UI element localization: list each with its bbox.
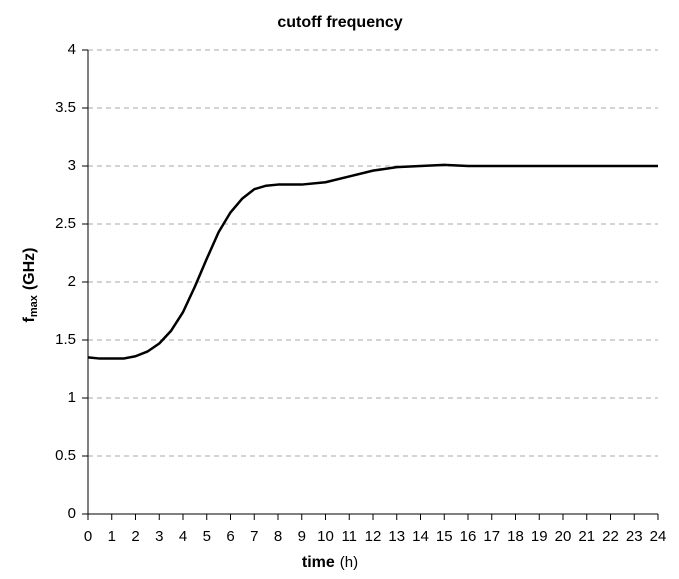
- x-tick-label: 16: [460, 528, 477, 545]
- y-tick-label: 3: [68, 157, 76, 174]
- x-tick-label: 11: [341, 528, 357, 545]
- x-tick-label: 1: [108, 528, 116, 545]
- x-label-unit: (h): [340, 554, 358, 571]
- y-label-unit: (GHz): [21, 247, 38, 290]
- y-tick-label: 3.5: [55, 99, 76, 116]
- x-tick-label: 10: [317, 528, 334, 545]
- y-tick-label: 1: [68, 389, 76, 406]
- x-tick-label: 13: [388, 528, 405, 545]
- x-tick-label: 22: [602, 528, 619, 545]
- line: [87, 163, 658, 360]
- x-tick-label: 23: [626, 528, 643, 545]
- x-tick-label: 14: [412, 528, 429, 545]
- chart-title: cutoff frequency: [277, 14, 402, 31]
- y-tick-label: 2: [68, 273, 76, 290]
- x-tick-label: 15: [436, 528, 453, 545]
- y-tick-label: 2.5: [55, 215, 76, 232]
- x-tick-label: 24: [650, 528, 667, 545]
- x-tick-label: 3: [155, 528, 163, 545]
- x-tick-label: 2: [131, 528, 139, 545]
- x-tick-label: 20: [555, 528, 572, 545]
- y-label-sub: max: [28, 294, 40, 317]
- y-tick-label: 1.5: [55, 331, 76, 348]
- x-tick-label: 5: [203, 528, 211, 545]
- x-tick-label: 12: [365, 528, 382, 545]
- x-tick-label: 18: [507, 528, 524, 545]
- x-tick-label: 4: [179, 528, 187, 545]
- y-tick-label: 0: [68, 505, 76, 522]
- x-axis-label: time (h): [302, 554, 358, 571]
- y-tick-label: 4: [68, 41, 76, 58]
- x-tick-label: 19: [531, 528, 548, 545]
- x-tick-label: 0: [84, 528, 92, 545]
- x-tick-label: 7: [250, 528, 258, 545]
- x-tick-label: 17: [483, 528, 500, 545]
- x-tick-label: 9: [298, 528, 306, 545]
- x-label-main: time: [302, 554, 335, 571]
- x-tick-label: 6: [226, 528, 234, 545]
- y-label-main: f: [21, 317, 38, 323]
- y-tick-label: 0.5: [55, 447, 76, 464]
- x-tick-label: 21: [578, 528, 595, 545]
- y-axis-label: fmax (GHz): [21, 247, 40, 322]
- x-tick-label: 8: [274, 528, 282, 545]
